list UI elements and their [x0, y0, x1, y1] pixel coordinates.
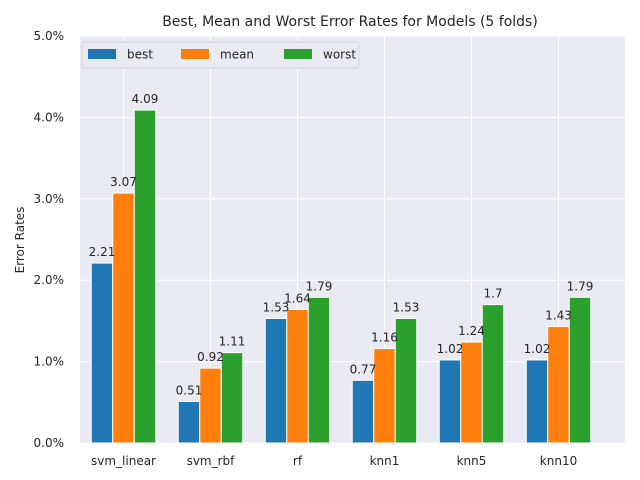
bar-mean [460, 341, 483, 444]
bar-best [90, 262, 114, 444]
y-tick-labels: 0.0% 1.0% 2.0% 3.0% 4.0% 5.0% [34, 29, 65, 450]
bar-mean [112, 192, 135, 444]
legend-swatch-best [88, 49, 116, 59]
bar-mean [547, 326, 570, 444]
legend-swatch-mean [181, 49, 209, 59]
x-tick-label: knn10 [540, 454, 577, 468]
bar-mean [373, 348, 396, 444]
y-tick-label: 1.0% [34, 355, 65, 369]
bar-best [525, 359, 549, 444]
data-label-worst: 1.7 [483, 287, 502, 301]
bar-best [177, 400, 201, 444]
data-label-best: 1.02 [437, 342, 464, 356]
bars [90, 109, 592, 444]
data-label-mean: 1.24 [458, 324, 485, 338]
y-tick-label: 5.0% [34, 29, 65, 43]
data-label-worst: 1.11 [219, 335, 246, 349]
bar-worst [133, 109, 157, 444]
x-tick-label: svm_linear [91, 454, 156, 468]
data-label-best: 0.51 [176, 383, 203, 397]
data-label-best: 0.77 [350, 362, 377, 376]
data-label-best: 1.53 [263, 300, 290, 314]
bar-mean [286, 309, 309, 444]
data-label-best: 2.21 [89, 245, 116, 259]
data-label-mean: 0.92 [197, 350, 224, 364]
data-label-worst: 1.79 [567, 279, 594, 293]
data-label-mean: 1.43 [545, 309, 572, 323]
legend-label-best: best [127, 48, 153, 62]
bar-worst [394, 317, 418, 444]
data-label-best: 1.02 [524, 342, 551, 356]
y-tick-label: 3.0% [34, 192, 65, 206]
y-axis-label: Error Rates [13, 207, 27, 274]
data-label-worst: 1.53 [393, 300, 420, 314]
data-label-mean: 3.07 [110, 175, 137, 189]
bar-worst [481, 304, 505, 444]
legend-label-mean: mean [220, 48, 254, 62]
legend-box [81, 41, 360, 69]
bar-worst [307, 296, 331, 444]
bar-worst [220, 352, 244, 444]
x-tick-label: rf [293, 454, 303, 468]
x-tick-label: svm_rbf [187, 454, 236, 468]
data-label-worst: 1.79 [306, 279, 333, 293]
bar-best [264, 317, 288, 444]
y-tick-label: 0.0% [34, 436, 65, 450]
data-labels: 2.21 0.51 1.53 0.77 1.02 1.02 3.07 0.92 1.64 1.16… [89, 92, 594, 397]
x-tick-label: knn1 [370, 454, 400, 468]
x-tick-labels: svm_linear svm_rbf rf knn1 knn5 knn10 [91, 454, 577, 468]
y-tick-label: 2.0% [34, 273, 65, 287]
legend: best mean worst [81, 41, 360, 69]
bar-worst [568, 296, 592, 444]
legend-swatch-worst [284, 49, 312, 59]
y-tick-label: 4.0% [34, 110, 65, 124]
data-label-worst: 4.09 [132, 92, 159, 106]
chart-title: Best, Mean and Worst Error Rates for Mod… [162, 14, 538, 30]
bar-mean [199, 367, 222, 444]
bar-best [438, 359, 462, 444]
legend-label-worst: worst [323, 48, 356, 62]
data-label-mean: 1.64 [284, 292, 311, 306]
data-label-mean: 1.16 [371, 331, 398, 345]
x-tick-label: knn5 [457, 454, 487, 468]
bar-best [351, 379, 375, 444]
